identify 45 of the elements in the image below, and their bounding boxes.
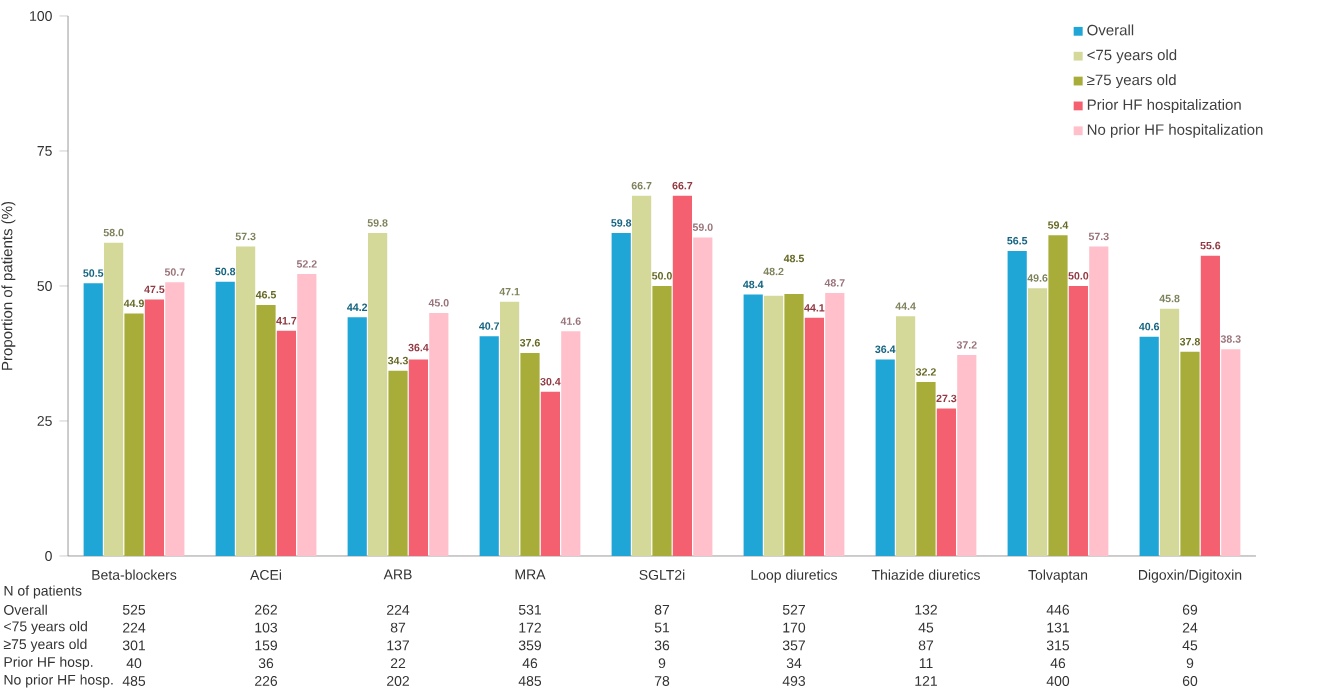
bar: [236, 246, 256, 556]
bar: [124, 313, 144, 556]
bar: [561, 331, 581, 556]
bar: [1068, 285, 1088, 556]
bar: [632, 195, 652, 556]
bar: [652, 285, 672, 556]
bar: [1200, 255, 1220, 556]
bar: [256, 304, 276, 556]
bar: [1089, 246, 1109, 556]
bar: [895, 316, 916, 556]
bar: [500, 301, 520, 556]
bar: [763, 295, 784, 556]
bar: [672, 195, 692, 556]
bar: [804, 317, 824, 556]
bar: [297, 274, 317, 556]
bar: [429, 312, 449, 556]
bar: [916, 382, 936, 556]
bar: [1007, 250, 1027, 556]
bar: [215, 281, 235, 556]
bar: [693, 237, 713, 556]
bar: [276, 330, 297, 556]
bar: [611, 233, 631, 556]
bar: [165, 282, 185, 556]
bar: [936, 408, 956, 556]
bar: [83, 283, 103, 556]
bar: [1180, 351, 1200, 556]
bar: [144, 299, 165, 556]
bar: [520, 352, 540, 556]
bar: [368, 233, 388, 556]
bar: [825, 293, 845, 556]
bar: [408, 359, 429, 556]
bar: [743, 294, 763, 556]
bar: [875, 359, 895, 556]
bar: [347, 317, 367, 556]
bar: [1159, 308, 1180, 556]
bar: [540, 391, 560, 556]
bar: [388, 370, 408, 556]
bar: [1139, 336, 1159, 556]
bar: [1221, 349, 1241, 556]
bar: [957, 355, 977, 556]
bar: [784, 294, 804, 556]
bar: [479, 336, 499, 556]
bar: [1048, 235, 1068, 556]
bar: [1027, 288, 1048, 556]
bar: [104, 242, 124, 556]
